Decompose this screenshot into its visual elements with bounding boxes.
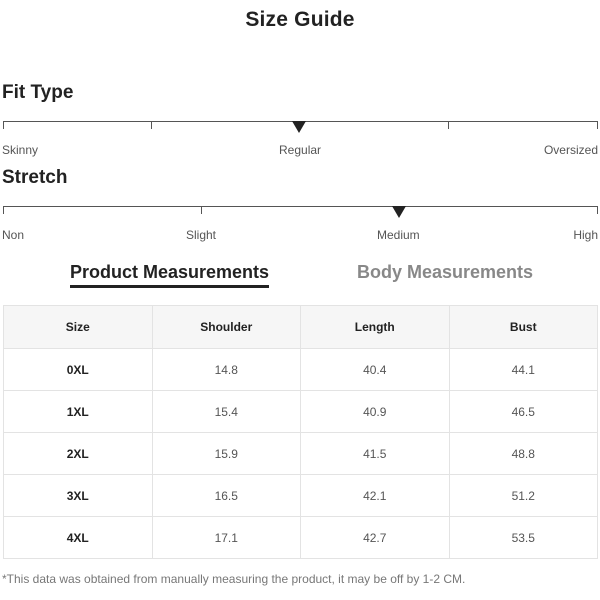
tab-body-measurements[interactable]: Body Measurements <box>357 262 534 282</box>
stretch-scale-track <box>3 206 598 214</box>
stretch-label-non: Non <box>2 228 25 242</box>
column-header-length: Length <box>300 305 450 349</box>
tab-product-measurements[interactable]: Product Measurements <box>70 262 270 288</box>
footnote: *This data was obtained from manually me… <box>2 572 466 586</box>
table-row: 2XL 15.9 41.5 48.8 <box>3 432 598 475</box>
bust-cell: 48.8 <box>448 432 598 475</box>
stretch-tick <box>3 206 4 214</box>
bust-cell: 51.2 <box>448 474 598 517</box>
stretch-label-high: High <box>573 228 598 242</box>
column-header-size: Size <box>3 305 153 349</box>
stretch-tick <box>201 206 202 214</box>
stretch-label-medium: Medium <box>377 228 420 242</box>
length-cell: 42.1 <box>300 474 450 517</box>
bust-cell: 53.5 <box>448 516 598 559</box>
shoulder-cell: 15.4 <box>151 390 301 433</box>
fit-type-label-oversized: Oversized <box>543 143 598 157</box>
fit-type-label-skinny: Skinny <box>2 143 39 157</box>
stretch-label-slight: Slight <box>186 228 217 242</box>
table-row: 4XL 17.1 42.7 53.5 <box>3 516 598 559</box>
length-cell: 42.7 <box>300 516 450 559</box>
size-cell: 1XL <box>3 390 153 433</box>
shoulder-cell: 16.5 <box>151 474 301 517</box>
table-row: 0XL 14.8 40.4 44.1 <box>3 348 598 391</box>
fit-type-marker-icon <box>292 121 306 133</box>
length-cell: 41.5 <box>300 432 450 475</box>
shoulder-cell: 15.9 <box>151 432 301 475</box>
shoulder-cell: 17.1 <box>151 516 301 559</box>
stretch-tick <box>597 206 598 214</box>
column-header-bust: Bust <box>448 305 598 349</box>
length-cell: 40.9 <box>300 390 450 433</box>
shoulder-cell: 14.8 <box>151 348 301 391</box>
stretch-marker-icon <box>392 206 406 218</box>
size-cell: 0XL <box>3 348 153 391</box>
fit-type-tick <box>597 121 598 129</box>
fit-type-tick <box>3 121 4 129</box>
size-cell: 3XL <box>3 474 153 517</box>
table-row: 1XL 15.4 40.9 46.5 <box>3 390 598 433</box>
length-cell: 40.4 <box>300 348 450 391</box>
stretch-title: Stretch <box>2 167 68 188</box>
bust-cell: 46.5 <box>448 390 598 433</box>
fit-type-tick <box>448 121 449 129</box>
page-title: Size Guide <box>245 8 355 31</box>
size-cell: 2XL <box>3 432 153 475</box>
fit-type-tick <box>151 121 152 129</box>
bust-cell: 44.1 <box>448 348 598 391</box>
fit-type-title: Fit Type <box>2 82 74 103</box>
measurements-table: Size Shoulder Length Bust 0XL 14.8 40.4 … <box>3 305 598 559</box>
table-row: 3XL 16.5 42.1 51.2 <box>3 474 598 517</box>
table-header-row: Size Shoulder Length Bust <box>3 305 598 349</box>
column-header-shoulder: Shoulder <box>151 305 301 349</box>
fit-type-label-regular: Regular <box>279 143 322 157</box>
size-cell: 4XL <box>3 516 153 559</box>
